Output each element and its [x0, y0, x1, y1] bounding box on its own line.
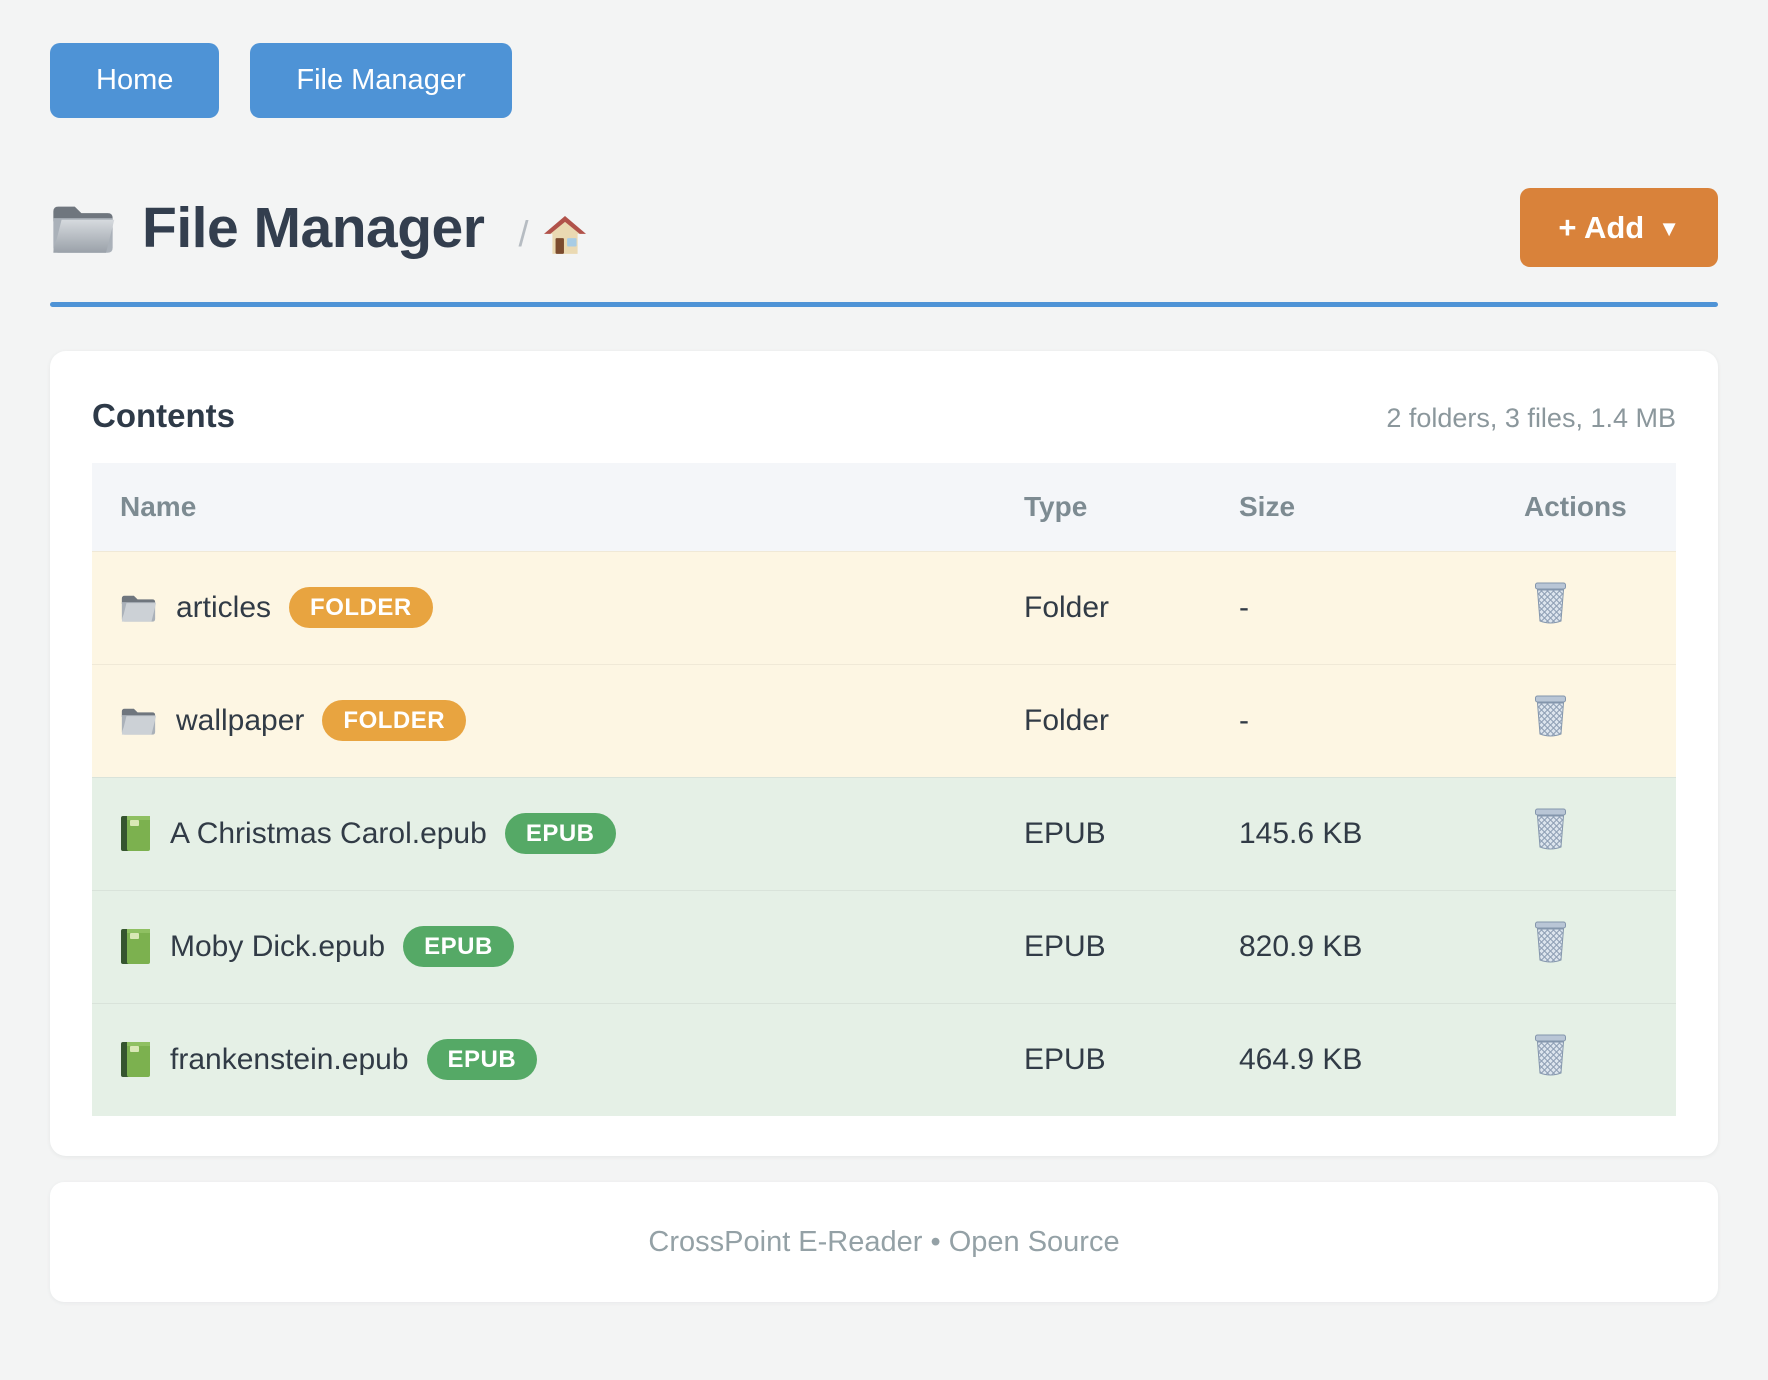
size-cell: - — [1211, 550, 1496, 664]
name-cell: frankenstein.epub EPUB — [120, 1039, 996, 1081]
column-header-size: Size — [1211, 463, 1496, 551]
trash-icon — [1532, 808, 1569, 851]
trash-icon — [1532, 1034, 1569, 1077]
page-header: File Manager / + Add ▼ — [50, 188, 1718, 267]
column-header-name: Name — [92, 463, 996, 551]
type-badge: FOLDER — [289, 587, 433, 628]
contents-heading: Contents — [92, 397, 235, 434]
delete-button[interactable] — [1532, 695, 1569, 738]
trash-icon — [1532, 695, 1569, 738]
table-row[interactable]: A Christmas Carol.epub EPUB EPUB 145.6 K… — [92, 776, 1676, 890]
table-row[interactable]: wallpaper FOLDER Folder - — [92, 663, 1676, 777]
type-cell: Folder — [996, 663, 1211, 777]
house-icon[interactable] — [544, 215, 587, 256]
add-button-label: + Add — [1558, 210, 1645, 245]
name-cell: articles FOLDER — [120, 587, 996, 628]
top-nav: Home File Manager — [50, 43, 1718, 118]
table-row[interactable]: Moby Dick.epub EPUB EPUB 820.9 KB — [92, 889, 1676, 1003]
size-cell: 464.9 KB — [1211, 1002, 1496, 1116]
caret-down-icon: ▼ — [1658, 215, 1680, 241]
table-row[interactable]: frankenstein.epub EPUB EPUB 464.9 KB — [92, 1002, 1676, 1116]
trash-icon — [1532, 921, 1569, 964]
delete-button[interactable] — [1532, 921, 1569, 964]
name-cell: wallpaper FOLDER — [120, 700, 996, 741]
size-cell: - — [1211, 663, 1496, 777]
green-book-icon — [120, 815, 151, 852]
type-cell: EPUB — [996, 776, 1211, 890]
contents-card: Contents 2 folders, 3 files, 1.4 MB Name… — [50, 351, 1718, 1156]
file-name[interactable]: wallpaper — [176, 703, 305, 737]
folder-icon — [120, 592, 157, 623]
footer-text: CrossPoint E-Reader • Open Source — [648, 1225, 1120, 1258]
file-manager-page: Home File Manager File Manager / — [50, 43, 1718, 1302]
delete-button[interactable] — [1532, 1034, 1569, 1077]
type-badge: EPUB — [504, 813, 616, 854]
size-cell: 145.6 KB — [1211, 776, 1496, 890]
type-badge: EPUB — [403, 926, 514, 967]
type-badge: EPUB — [426, 1039, 538, 1081]
column-header-type: Type — [996, 463, 1211, 551]
trash-icon — [1532, 582, 1569, 625]
file-name[interactable]: Moby Dick.epub — [170, 929, 386, 963]
contents-card-header: Contents 2 folders, 3 files, 1.4 MB — [92, 397, 1676, 435]
table-body: articles FOLDER Folder - — [92, 550, 1676, 1116]
green-book-icon — [120, 1041, 151, 1078]
file-name[interactable]: A Christmas Carol.epub — [170, 816, 487, 850]
delete-button[interactable] — [1532, 808, 1569, 851]
page-title: File Manager — [142, 195, 485, 260]
title-wrap: File Manager / — [50, 195, 587, 261]
green-book-icon — [120, 928, 151, 965]
type-cell: EPUB — [996, 1002, 1211, 1116]
name-cell: A Christmas Carol.epub EPUB — [120, 813, 996, 854]
column-header-actions: Actions — [1496, 463, 1676, 551]
file-name[interactable]: articles — [176, 590, 272, 624]
add-button[interactable]: + Add ▼ — [1520, 188, 1718, 267]
type-cell: Folder — [996, 550, 1211, 664]
footer: CrossPoint E-Reader • Open Source — [50, 1182, 1718, 1302]
file-table: Name Type Size Actions — [92, 463, 1676, 1116]
folder-icon — [120, 705, 157, 736]
size-cell: 820.9 KB — [1211, 889, 1496, 1003]
folder-icon — [50, 200, 116, 256]
table-row[interactable]: articles FOLDER Folder - — [92, 550, 1676, 664]
type-cell: EPUB — [996, 889, 1211, 1003]
contents-summary: 2 folders, 3 files, 1.4 MB — [1386, 403, 1676, 433]
breadcrumb-separator: / — [518, 212, 529, 254]
name-cell: Moby Dick.epub EPUB — [120, 926, 996, 967]
home-button[interactable]: Home — [50, 43, 220, 118]
file-name[interactable]: frankenstein.epub — [170, 1042, 409, 1076]
file-manager-button[interactable]: File Manager — [250, 43, 512, 118]
table-header-row: Name Type Size Actions — [92, 463, 1676, 551]
delete-button[interactable] — [1532, 582, 1569, 625]
type-badge: FOLDER — [322, 700, 467, 741]
accent-divider — [50, 302, 1718, 307]
